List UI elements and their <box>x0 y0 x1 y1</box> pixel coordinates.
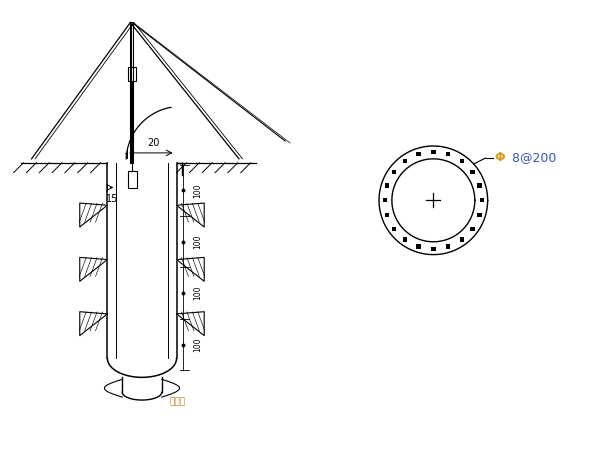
Polygon shape <box>80 257 107 281</box>
Bar <box>431 247 436 251</box>
Text: 集水坑: 集水坑 <box>170 397 186 406</box>
Bar <box>477 213 482 217</box>
Text: Φ: Φ <box>494 151 505 163</box>
Bar <box>470 170 475 174</box>
Bar <box>383 198 387 202</box>
Polygon shape <box>176 203 204 227</box>
Bar <box>385 213 389 217</box>
Text: 100: 100 <box>193 337 202 352</box>
Bar <box>479 198 484 202</box>
Bar <box>477 183 482 188</box>
Bar <box>460 159 464 163</box>
Bar <box>470 227 475 231</box>
Bar <box>460 237 464 242</box>
Bar <box>385 183 389 188</box>
Polygon shape <box>80 312 107 336</box>
Text: 20: 20 <box>147 138 160 148</box>
Bar <box>446 244 451 248</box>
Bar <box>431 150 436 154</box>
Bar <box>403 159 407 163</box>
Bar <box>416 244 421 248</box>
Bar <box>446 152 451 157</box>
Text: 15: 15 <box>106 194 118 204</box>
Polygon shape <box>80 203 107 227</box>
Polygon shape <box>176 312 204 336</box>
Bar <box>392 227 397 231</box>
Text: 8@200: 8@200 <box>508 151 557 163</box>
Bar <box>128 171 137 189</box>
Bar <box>416 152 421 157</box>
Text: 100: 100 <box>193 234 202 249</box>
Text: 100: 100 <box>193 183 202 198</box>
Bar <box>392 170 397 174</box>
Bar <box>128 67 136 81</box>
Bar <box>403 237 407 242</box>
Text: 100: 100 <box>193 286 202 301</box>
Polygon shape <box>176 257 204 281</box>
